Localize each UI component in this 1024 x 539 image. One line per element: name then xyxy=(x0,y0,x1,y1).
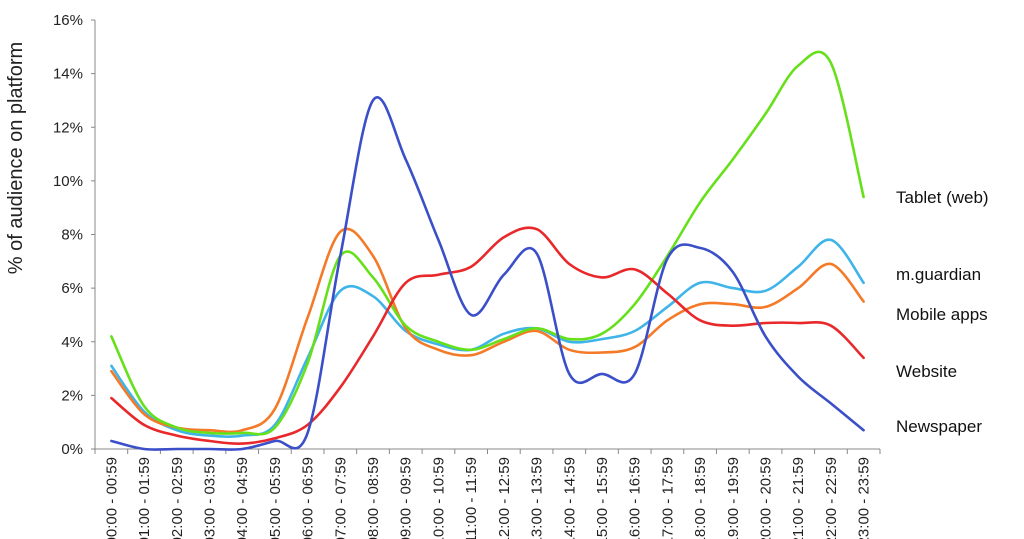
axes xyxy=(91,19,881,454)
y-axis-title: % of audience on platform xyxy=(5,42,27,274)
y-tick-label: 8% xyxy=(61,227,83,244)
y-tick-label: 16% xyxy=(53,12,83,29)
x-tick-label: 05:00 - 05:59 xyxy=(267,457,284,539)
y-axis-title-group: % of audience on platform xyxy=(5,42,27,274)
x-tick-label: 07:00 - 07:59 xyxy=(332,457,349,539)
x-tick-label: 21:00 - 21:59 xyxy=(790,457,807,539)
x-tick-label: 10:00 - 10:59 xyxy=(430,457,447,539)
x-tick-label: 13:00 - 13:59 xyxy=(529,457,546,539)
series-line-m-guardian xyxy=(110,238,865,438)
x-tick-label: 09:00 - 09:59 xyxy=(398,457,415,539)
x-tick-label: 11:00 - 11:59 xyxy=(463,457,480,539)
series-lines xyxy=(110,50,865,451)
x-tick-label: 01:00 - 01:59 xyxy=(136,457,153,539)
x-tick-label: 12:00 - 12:59 xyxy=(496,457,513,539)
x-tick-label: 15:00 - 15:59 xyxy=(594,457,611,539)
series-line-mobile-apps xyxy=(110,227,865,434)
x-tick-label: 17:00 - 17:59 xyxy=(659,457,676,539)
y-tick-label: 10% xyxy=(53,173,83,190)
y-tick-label: 6% xyxy=(61,280,83,297)
y-tick-label: 2% xyxy=(61,387,83,404)
x-tick-label: 23:00 - 23:59 xyxy=(856,457,873,539)
y-tick-label: 0% xyxy=(61,441,83,458)
y-tick-label: 12% xyxy=(53,119,83,136)
x-tick-label: 00:00 - 00:59 xyxy=(103,457,120,539)
x-tick-label: 22:00 - 22:59 xyxy=(823,457,840,539)
series-line-newspaper xyxy=(110,96,865,451)
series-label-website: Website xyxy=(896,362,957,381)
x-tick-label: 02:00 - 02:59 xyxy=(169,457,186,539)
x-tick-label: 16:00 - 16:59 xyxy=(627,457,644,539)
x-tick-label: 19:00 - 19:59 xyxy=(725,457,742,539)
x-tick-label: 20:00 - 20:59 xyxy=(758,457,775,539)
series-label-m-guardian: m.guardian xyxy=(896,265,981,284)
x-tick-label: 03:00 - 03:59 xyxy=(201,457,218,539)
x-tick-labels: 00:00 - 00:59 01:00 - 01:59 02:00 - 02:59 0… xyxy=(103,457,872,539)
series-label-mobile-apps: Mobile apps xyxy=(896,305,988,324)
x-tick-label: 14:00 - 14:59 xyxy=(561,457,578,539)
x-tick-label: 04:00 - 04:59 xyxy=(234,457,251,539)
y-tick-label: 4% xyxy=(61,334,83,351)
series-line-website xyxy=(110,226,865,445)
series-labels: Tablet (web) m.guardian Mobile apps Website… xyxy=(896,188,989,436)
x-tick-label: 18:00 - 18:59 xyxy=(692,457,709,539)
y-tick-labels: 0% 2% 4% 6% 8% 10% 12% 14% 16% xyxy=(53,12,83,458)
x-tick-label: 06:00 - 06:59 xyxy=(300,457,317,539)
x-tick-label: 08:00 - 08:59 xyxy=(365,457,382,539)
series-label-tablet-web: Tablet (web) xyxy=(896,188,989,207)
series-label-newspaper: Newspaper xyxy=(896,417,982,436)
series-line-tablet-web xyxy=(110,50,865,436)
y-tick-label: 14% xyxy=(53,66,83,83)
